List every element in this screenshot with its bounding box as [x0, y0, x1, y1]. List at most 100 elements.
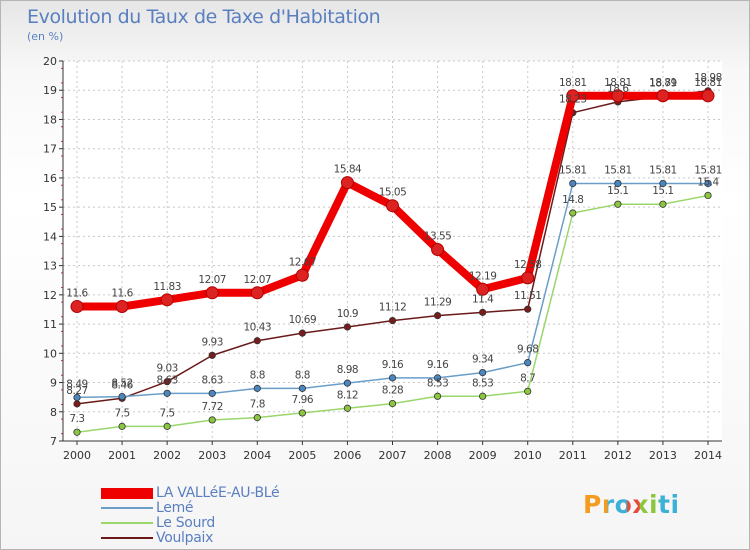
- data-point-la-valle-e-au-ble: [115, 300, 129, 314]
- data-label-le-sourd: 14.8: [562, 194, 583, 206]
- data-label-la-valle-e-au-ble: 12.67: [289, 256, 317, 268]
- data-point-la-valle-e-au-ble: [340, 176, 354, 190]
- y-tick-label: 10: [43, 347, 57, 360]
- data-label-la-valle-e-au-ble: 18.81: [694, 77, 722, 89]
- data-label-leme: 9.16: [427, 359, 449, 371]
- data-label-le-sourd: 8.7: [520, 372, 535, 384]
- x-tick-label: 2006: [333, 449, 361, 462]
- data-point-leme: [569, 179, 577, 188]
- data-point-voulpaix: [388, 316, 397, 325]
- data-point-leme: [433, 374, 442, 382]
- data-label-la-valle-e-au-ble: 12.19: [469, 270, 497, 282]
- data-label-leme: 8.63: [156, 374, 177, 386]
- y-tick-label: 18: [43, 113, 57, 126]
- data-point-le-sourd: [208, 416, 216, 424]
- data-point-la-valle-e-au-ble: [476, 282, 490, 296]
- y-tick-label: 7: [50, 435, 57, 448]
- data-label-voulpaix: 11.51: [514, 290, 542, 302]
- x-tick-label: 2000: [63, 449, 91, 462]
- data-point-la-valle-e-au-ble: [205, 286, 219, 300]
- y-tick-label: 15: [43, 201, 57, 214]
- data-point-la-valle-e-au-ble: [386, 199, 399, 213]
- data-label-la-valle-e-au-ble: 18.81: [559, 77, 587, 89]
- data-point-le-sourd: [163, 422, 171, 430]
- data-label-la-valle-e-au-ble: 15.84: [334, 164, 362, 176]
- data-point-le-sourd: [479, 392, 487, 400]
- data-point-le-sourd: [73, 428, 81, 436]
- logo-text: Proxiti: [583, 490, 680, 519]
- data-point-voulpaix: [208, 351, 216, 359]
- x-tick-label: 2009: [469, 449, 497, 462]
- data-point-voulpaix: [524, 305, 532, 313]
- data-label-leme: 9.16: [382, 359, 404, 371]
- data-label-la-valle-e-au-ble: 12.07: [244, 274, 272, 286]
- data-point-leme: [253, 384, 261, 392]
- data-point-la-valle-e-au-ble: [656, 89, 670, 103]
- data-label-voulpaix: 18.23: [559, 94, 587, 106]
- data-point-voulpaix: [433, 311, 442, 320]
- data-label-le-sourd: 8.53: [472, 377, 493, 389]
- chart-subtitle: (en %): [27, 30, 64, 43]
- data-point-leme: [614, 179, 622, 188]
- data-point-leme: [73, 393, 81, 402]
- proxiti-logo: Proxiti: [583, 490, 680, 519]
- data-label-le-sourd: 15.4: [697, 176, 719, 188]
- data-label-la-valle-e-au-ble: 15.05: [379, 187, 407, 199]
- y-tick-label: 20: [43, 55, 57, 68]
- data-label-leme: 15.81: [649, 164, 677, 176]
- data-point-leme: [388, 374, 397, 382]
- data-label-la-valle-e-au-ble: 12.58: [514, 259, 542, 271]
- data-point-le-sourd: [343, 404, 352, 412]
- data-point-voulpaix: [163, 378, 171, 386]
- data-point-leme: [118, 392, 126, 401]
- chart-title: Evolution du Taux de Taxe d'Habitation: [27, 6, 381, 28]
- data-label-voulpaix: 9.93: [202, 336, 223, 348]
- x-tick-label: 2004: [243, 449, 271, 462]
- legend-label: Voulpaix: [156, 530, 214, 546]
- y-tick-label: 13: [43, 260, 57, 273]
- legend-swatch: [101, 507, 153, 509]
- data-label-le-sourd: 15.1: [607, 185, 628, 197]
- data-label-le-sourd: 7.72: [202, 401, 223, 413]
- data-label-le-sourd: 8.28: [382, 385, 403, 397]
- data-label-voulpaix: 11.4: [472, 293, 494, 305]
- data-point-leme: [524, 359, 532, 367]
- data-label-voulpaix: 18.98: [694, 72, 722, 84]
- data-label-le-sourd: 7.3: [69, 413, 84, 425]
- data-label-le-sourd: 7.5: [114, 407, 129, 419]
- data-point-la-valle-e-au-ble: [295, 268, 309, 282]
- data-label-leme: 8.63: [202, 374, 223, 386]
- y-tick-label: 12: [43, 289, 57, 302]
- y-tick-label: 11: [43, 318, 57, 331]
- data-point-voulpaix: [479, 308, 487, 316]
- data-label-voulpaix: 9.03: [156, 363, 177, 375]
- data-point-la-valle-e-au-ble: [611, 89, 625, 103]
- x-tick-label: 2007: [379, 449, 407, 462]
- x-tick-label: 2012: [604, 449, 632, 462]
- data-point-le-sourd: [524, 387, 532, 395]
- data-label-voulpaix: 10.9: [337, 308, 358, 320]
- legend-swatch: [101, 488, 153, 499]
- data-point-la-valle-e-au-ble: [431, 243, 445, 257]
- data-label-voulpaix: 10.69: [289, 314, 317, 326]
- x-tick-label: 2013: [649, 449, 677, 462]
- x-tick-label: 2014: [694, 449, 722, 462]
- y-tick-label: 14: [43, 230, 57, 243]
- data-label-voulpaix: 11.12: [379, 302, 407, 314]
- legend-swatch: [101, 537, 153, 539]
- data-point-le-sourd: [298, 409, 306, 417]
- data-point-la-valle-e-au-ble: [566, 89, 580, 103]
- data-point-la-valle-e-au-ble: [160, 293, 174, 307]
- data-label-leme: 9.68: [517, 344, 538, 356]
- legend-label: Le Sourd: [156, 515, 215, 531]
- data-label-voulpaix: 18.6: [607, 83, 629, 95]
- data-label-la-valle-e-au-ble: 12.07: [198, 274, 226, 286]
- data-point-leme: [163, 389, 171, 397]
- x-tick-label: 2010: [514, 449, 542, 462]
- x-tick-label: 2011: [559, 449, 587, 462]
- data-label-leme: 8.8: [295, 369, 310, 381]
- data-point-la-valle-e-au-ble: [70, 300, 84, 314]
- x-tick-label: 2003: [198, 449, 226, 462]
